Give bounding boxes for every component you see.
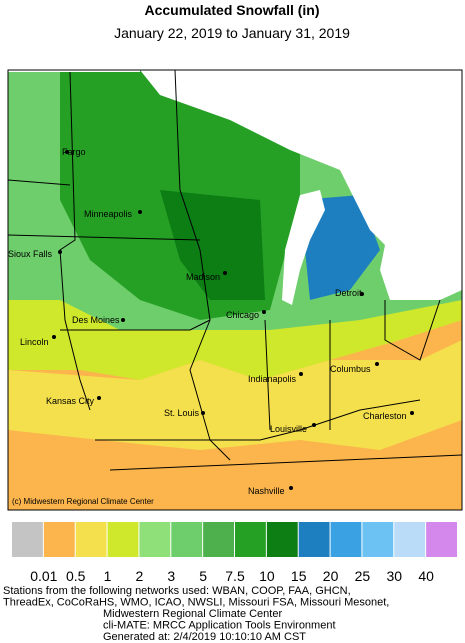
legend-swatch — [266, 522, 298, 557]
border — [95, 399, 421, 441]
legend-swatch — [298, 522, 330, 557]
footer: Stations from the following networks use… — [3, 585, 389, 643]
legend-label: 15 — [291, 568, 307, 584]
border — [384, 299, 441, 361]
legend-label: 25 — [355, 568, 371, 584]
borders — [7, 69, 463, 471]
city-label: Charleston — [363, 411, 407, 421]
legend-swatch — [203, 522, 234, 557]
city-label: Des Moines — [72, 315, 120, 325]
city-label: Lincoln — [20, 337, 49, 347]
city-label: St. Louis — [164, 408, 200, 418]
city-label: Indianapolis — [248, 374, 297, 384]
footer-line: Midwestern Regional Climate Center — [103, 608, 282, 620]
city-dot — [223, 271, 227, 275]
zone-blue — [300, 195, 380, 300]
city-dot — [262, 310, 266, 314]
city-dot — [52, 335, 56, 339]
city-dot — [97, 396, 101, 400]
lake-michigan — [282, 190, 325, 305]
zone-yellow — [8, 340, 462, 450]
city-dot — [138, 210, 142, 214]
city-dot — [375, 362, 379, 366]
legend-swatch — [394, 522, 426, 557]
legend-swatch — [330, 522, 362, 557]
city-label: Sioux Falls — [8, 249, 53, 259]
footer-line: Generated at: 2/4/2019 10:10:10 AM CST — [103, 631, 306, 643]
border — [264, 319, 271, 431]
legend-label: 0.01 — [30, 568, 57, 584]
border — [7, 234, 201, 241]
city-dot — [289, 486, 293, 490]
legend-swatch — [75, 522, 107, 557]
city-dot — [121, 318, 125, 322]
city-label: Columbus — [330, 364, 371, 374]
city-label: Fargo — [62, 147, 86, 157]
footer-line: Stations from the following networks use… — [3, 585, 351, 597]
border — [7, 179, 71, 186]
city-label: Kansas City — [46, 396, 95, 406]
city-label: Detroit — [335, 288, 362, 298]
legend-label: 1 — [104, 568, 112, 584]
legend-swatch — [12, 522, 43, 557]
map: Fargo Minneapolis Sioux Falls Madison Detroi… — [7, 52, 463, 511]
legend-label: 3 — [167, 568, 175, 584]
city-label: Madison — [186, 272, 220, 282]
city-label: Louisville — [270, 424, 307, 434]
legend-label: 0.5 — [66, 568, 86, 584]
legend-swatch — [43, 522, 75, 557]
map-frame — [7, 69, 463, 511]
legend-label: 2 — [136, 568, 144, 584]
city-dot — [360, 292, 364, 296]
legend: 0.01 0.5 1 2 3 5 7.5 10 15 20 25 30 40 — [12, 522, 457, 584]
cities: Fargo Minneapolis Sioux Falls Madison Detroi… — [8, 147, 414, 496]
copyright: (c) Midwestern Regional Climate Center — [12, 497, 154, 506]
legend-swatch — [235, 522, 266, 557]
city-dot — [299, 372, 303, 376]
city-dot — [312, 423, 316, 427]
border — [60, 319, 211, 331]
legend-swatch — [362, 522, 394, 557]
legend-label: 10 — [259, 568, 275, 584]
city-label: Nashville — [248, 486, 285, 496]
legend-swatch — [426, 522, 457, 557]
city-label: Minneapolis — [84, 209, 133, 219]
title: Accumulated Snowfall (in) — [144, 2, 319, 18]
border — [59, 71, 91, 411]
legend-label: 20 — [323, 568, 339, 584]
subtitle: January 22, 2019 to January 31, 2019 — [114, 25, 350, 41]
legend-swatch — [171, 522, 203, 557]
legend-label: 30 — [386, 568, 402, 584]
legend-swatch — [139, 522, 171, 557]
city-dot — [410, 411, 414, 415]
north-edge — [8, 52, 140, 72]
city-dot — [201, 411, 205, 415]
city-dot — [65, 150, 69, 154]
zone-heaviest — [160, 190, 265, 300]
footer-line: ThreadEx, CoCoRaHS, WMO, ICAO, NWSLI, Mi… — [3, 597, 389, 609]
city-dot — [58, 250, 62, 254]
legend-swatch — [107, 522, 139, 557]
legend-label: 5 — [199, 568, 207, 584]
border — [109, 454, 463, 471]
legend-label: 7.5 — [225, 568, 245, 584]
footer-line: cli-MATE: MRCC Application Tools Environ… — [103, 620, 336, 632]
city-label: Chicago — [226, 310, 259, 320]
lakes-canada — [140, 52, 462, 300]
legend-label: 40 — [418, 568, 434, 584]
